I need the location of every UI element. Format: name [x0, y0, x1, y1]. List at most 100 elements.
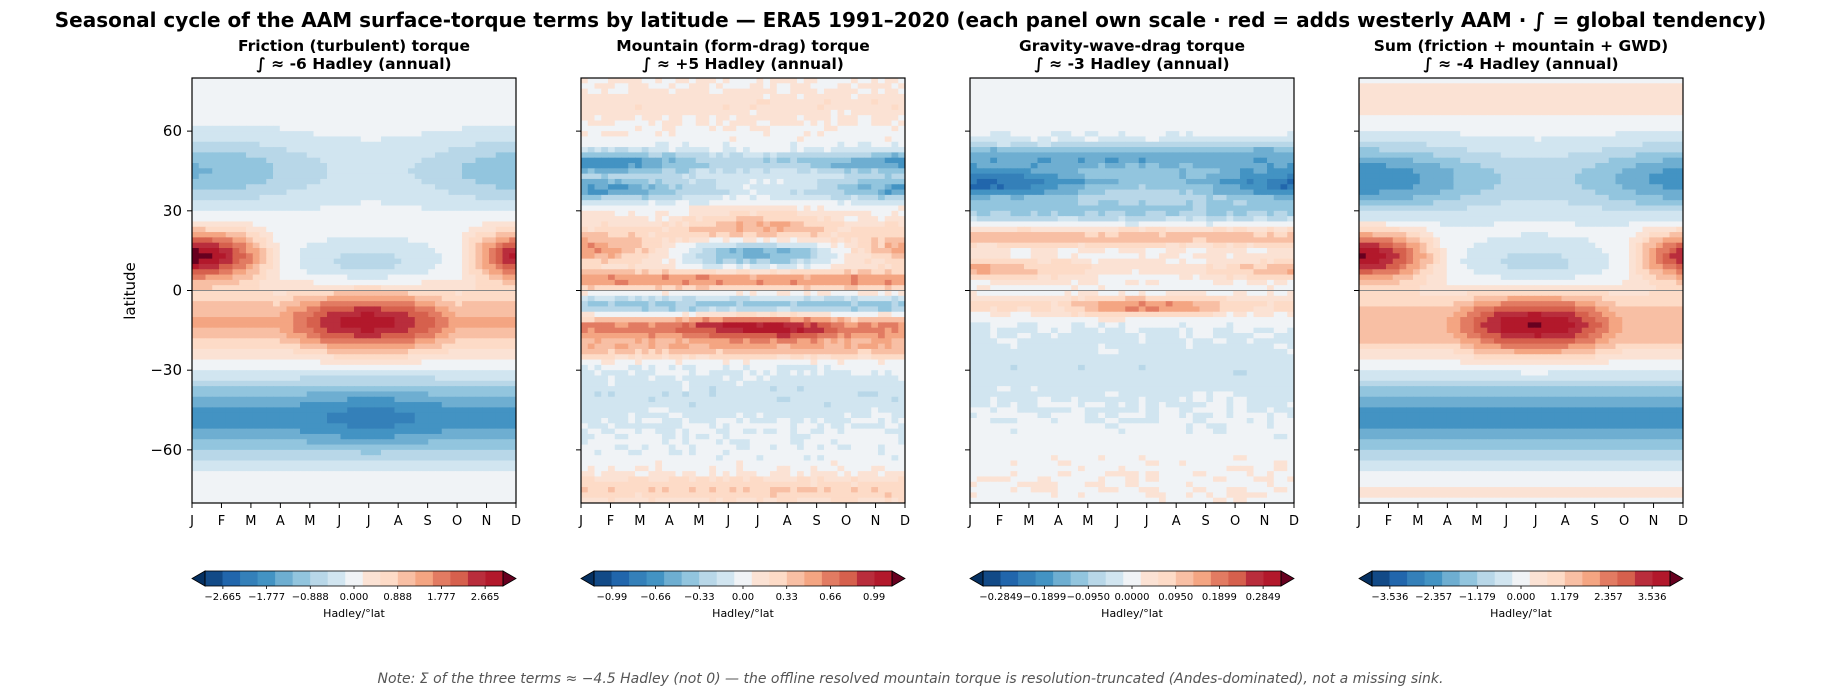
heatmap-cell	[401, 497, 409, 503]
heatmap-cell	[414, 232, 423, 238]
heatmap-cell	[387, 205, 396, 212]
heatmap-cell	[387, 216, 396, 223]
heatmap-cell	[387, 88, 396, 95]
heatmap-cell	[421, 210, 429, 217]
heatmap-cell	[246, 115, 254, 122]
heatmap-cell	[394, 237, 402, 244]
heatmap-cell	[502, 109, 510, 116]
heatmap-cell	[414, 412, 423, 419]
heatmap-cell	[246, 327, 254, 334]
heatmap-cell	[817, 178, 825, 185]
heatmap-cell	[475, 471, 483, 478]
heatmap-cell	[401, 290, 409, 297]
heatmap-cell	[401, 343, 409, 350]
heatmap-cell	[475, 444, 483, 451]
heatmap-cell	[475, 168, 483, 175]
heatmap-cell	[286, 189, 294, 196]
heatmap-cell	[252, 290, 261, 297]
heatmap-cell	[601, 184, 609, 191]
heatmap-cell	[421, 327, 429, 334]
heatmap-cell	[279, 370, 288, 377]
heatmap-cell	[783, 141, 791, 148]
heatmap-cell	[509, 131, 516, 138]
heatmap-cell	[232, 311, 240, 318]
heatmap-cell	[489, 194, 497, 201]
heatmap-cell	[300, 343, 308, 350]
heatmap-cell	[743, 163, 751, 169]
heatmap-cell	[695, 178, 704, 185]
heatmap-cell	[482, 333, 490, 339]
heatmap-cell	[252, 221, 261, 228]
heatmap-cell	[360, 200, 369, 207]
heatmap-cell	[722, 136, 731, 143]
heatmap-cell	[689, 189, 697, 196]
heatmap-cell	[212, 295, 220, 302]
heatmap-cell	[441, 455, 450, 462]
heatmap-cell	[736, 131, 744, 138]
heatmap-cell	[435, 455, 443, 462]
heatmap-cell	[212, 322, 220, 329]
heatmap-cell	[246, 423, 254, 430]
heatmap-cell	[489, 333, 497, 339]
heatmap-cell	[192, 481, 200, 488]
heatmap-cell	[401, 83, 409, 90]
heatmap-cell	[414, 370, 423, 377]
heatmap-cell	[300, 78, 308, 84]
heatmap-cell	[655, 141, 663, 148]
heatmap-cell	[293, 471, 301, 478]
heatmap-cell	[837, 184, 845, 191]
heatmap-cell	[394, 88, 402, 95]
heatmap-cell	[455, 125, 463, 132]
heatmap-cell	[387, 343, 396, 350]
heatmap-cell	[601, 93, 609, 100]
heatmap-cell	[340, 104, 348, 111]
heatmap-cell	[367, 200, 375, 207]
heatmap-cell	[601, 78, 609, 84]
heatmap-cell	[198, 370, 207, 377]
heatmap-cell	[300, 354, 308, 361]
heatmap-cell	[716, 168, 724, 175]
heatmap-cell	[313, 173, 321, 180]
heatmap-cell	[810, 120, 818, 127]
heatmap-cell	[354, 391, 362, 398]
heatmap-cell	[225, 115, 234, 122]
heatmap-cell	[239, 184, 247, 191]
heatmap-cell	[273, 279, 281, 286]
heatmap-cell	[601, 88, 609, 95]
heatmap-cell	[333, 136, 342, 143]
heatmap-cell	[621, 109, 629, 116]
heatmap-cell	[225, 380, 234, 387]
heatmap-cell	[462, 375, 470, 382]
heatmap-cell	[293, 78, 301, 84]
heatmap-cell	[495, 492, 504, 499]
heatmap-cell	[266, 444, 274, 451]
heatmap-cell	[381, 285, 389, 292]
heatmap-cell	[232, 232, 240, 238]
heatmap-cell	[273, 370, 281, 377]
heatmap-cell	[313, 205, 321, 212]
heatmap-cell	[212, 497, 220, 503]
heatmap-cell	[489, 83, 497, 90]
heatmap-cell	[340, 460, 348, 467]
heatmap-cell	[475, 99, 483, 106]
heatmap-cell	[360, 99, 369, 106]
heatmap-cell	[401, 327, 409, 334]
heatmap-cell	[327, 279, 335, 286]
heatmap-cell	[489, 184, 497, 191]
heatmap-cell	[601, 109, 609, 116]
heatmap-cell	[428, 487, 436, 493]
heatmap-cell	[655, 178, 663, 185]
heatmap-cell	[286, 354, 294, 361]
heatmap-cell	[689, 104, 697, 111]
heatmap-cell	[628, 163, 636, 169]
heatmap-cell	[192, 109, 200, 116]
heatmap-cell	[628, 120, 636, 127]
heatmap-cell	[320, 152, 328, 159]
heatmap-cell	[435, 136, 443, 143]
heatmap-cell	[435, 210, 443, 217]
heatmap-cell	[770, 163, 778, 169]
heatmap-cell	[192, 311, 200, 318]
heatmap-cell	[489, 295, 497, 302]
heatmap-cell	[408, 492, 416, 499]
heatmap-cell	[502, 147, 510, 153]
